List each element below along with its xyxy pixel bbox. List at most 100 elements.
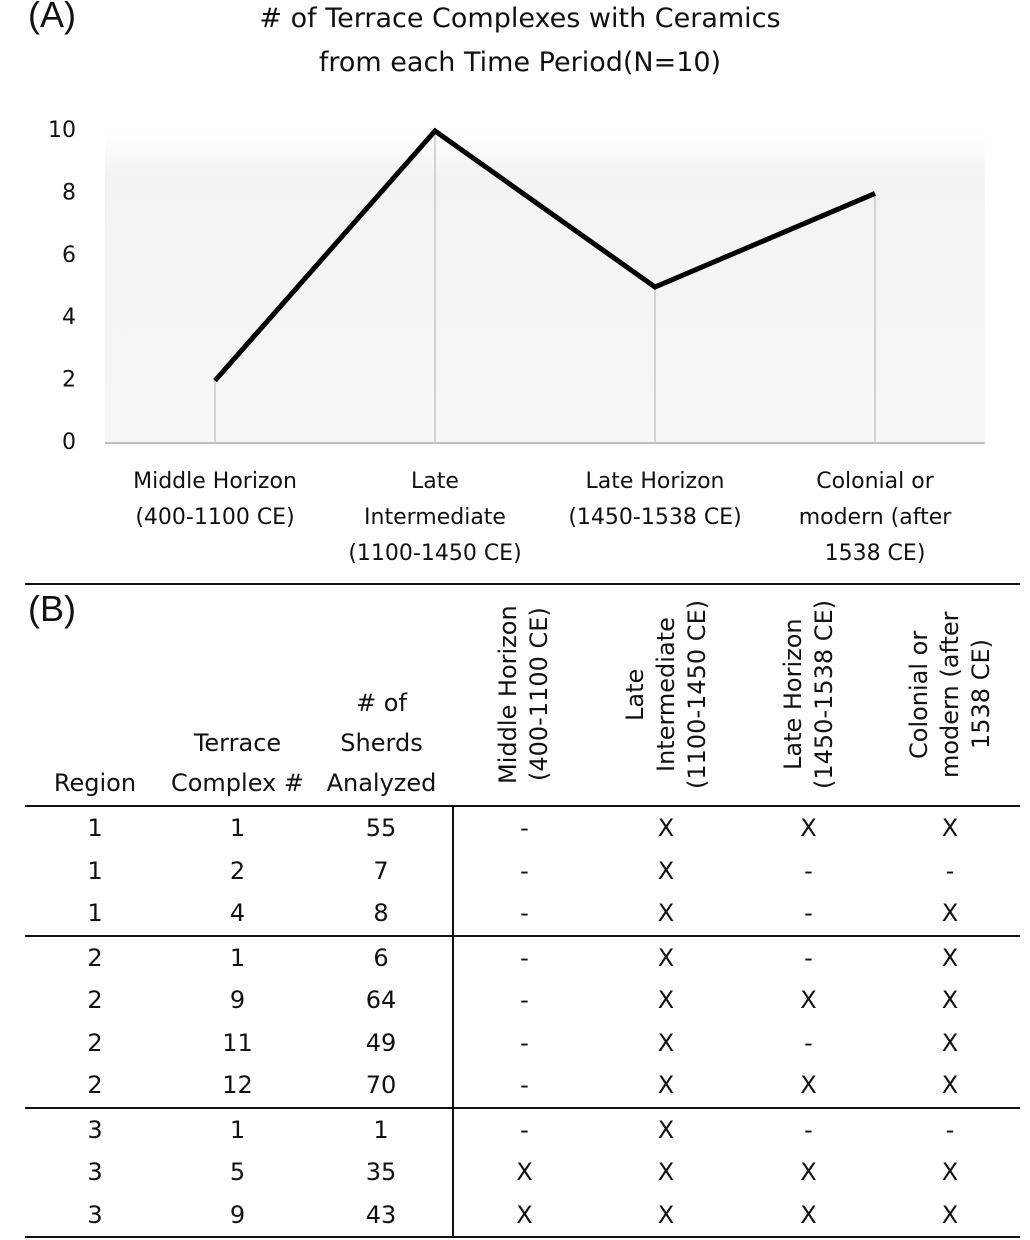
table-cell: 1 — [165, 934, 310, 979]
x-tick-label: Late Horizon (1450-1538 CE) — [568, 469, 741, 530]
table-cell: 64 — [310, 979, 454, 1022]
table-cell: 2 — [87, 1071, 103, 1100]
x-tick-label: Late Intermediate (1100-1450 CE) — [348, 469, 521, 566]
table-cell: X — [941, 1028, 959, 1057]
table-cell: 5 — [229, 1158, 246, 1187]
table-cell: - — [453, 1106, 595, 1151]
table-cell: - — [520, 856, 529, 885]
y-tick-label: 8 — [62, 180, 76, 205]
column-header: Late Horizon (1450-1538 CE) — [737, 583, 880, 807]
header-text: Terrace Complex # — [170, 729, 304, 797]
table-cell: 1 — [87, 899, 103, 928]
table-cell: 7 — [310, 849, 454, 892]
table-cell: X — [880, 1193, 1020, 1238]
table-cell: X — [880, 934, 1020, 979]
table-cell: X — [595, 1106, 737, 1151]
table-cell: 35 — [310, 1151, 454, 1194]
table-row: 1 4 8 - X - X — [25, 892, 1020, 936]
table-cell: X — [657, 1158, 675, 1187]
table-cell: 49 — [310, 1021, 454, 1064]
table-cell: 3 — [87, 1158, 103, 1187]
table-row: 1 2 7 - X - - — [25, 849, 1020, 892]
table-cell: 43 — [310, 1193, 454, 1238]
header-row: Region Terrace Complex # # of Sherds Analy… — [25, 583, 1020, 807]
table-cell: X — [516, 1158, 533, 1187]
table-cell: 3 — [25, 1193, 165, 1238]
column-header: Colonial or modern (after 1538 CE) — [880, 583, 1020, 807]
table-cell: 70 — [310, 1064, 454, 1108]
table-cell: X — [657, 856, 675, 885]
column-header: # of Sherds Analyzed — [310, 583, 453, 807]
table-cell: 1 — [229, 814, 246, 843]
table-cell: X — [657, 986, 675, 1015]
table-cell: - — [453, 934, 595, 979]
table-cell: X — [595, 934, 737, 979]
table-cell: 1 — [87, 856, 103, 885]
table-cell: X — [737, 1193, 880, 1238]
column-header: Region — [25, 583, 165, 807]
table-cell: 1 — [87, 814, 103, 843]
table-cell: - — [737, 934, 880, 979]
table-cell: 8 — [310, 892, 454, 936]
panel-label: (A) — [28, 0, 76, 35]
header-text: Region — [53, 769, 137, 797]
x-tick-label: Colonial or modern (after 1538 CE) — [799, 469, 953, 566]
table-cell: X — [941, 1158, 959, 1187]
header-text: Late Intermediate (1100-1450 CE) — [620, 599, 711, 790]
table-row: 3 9 43 X X X X — [25, 1193, 1020, 1238]
table-cell: - — [804, 1028, 813, 1057]
table-cell: X — [657, 1071, 675, 1100]
table-cell: 1 — [165, 1106, 310, 1151]
table-cell: - — [737, 1106, 880, 1151]
table-cell: 4 — [229, 899, 246, 928]
table-row: 2 11 49 - X - X — [25, 1021, 1020, 1064]
y-tick-label: 4 — [62, 305, 76, 330]
table-cell: 2 — [87, 986, 103, 1015]
table-cell: 11 — [222, 1028, 253, 1057]
data-line — [213, 127, 876, 383]
table-cell: 2 — [229, 856, 246, 885]
table-cell: - — [520, 814, 529, 843]
table-cell: X — [453, 1193, 595, 1238]
table-cell: - — [804, 899, 813, 928]
table-cell: - — [520, 986, 529, 1015]
table-cell: 1 — [310, 1106, 454, 1151]
table-cell: X — [657, 814, 675, 843]
table-cell: X — [657, 899, 675, 928]
table-row: 1 1 55 - X X X — [25, 806, 1020, 850]
table-cell: X — [800, 986, 817, 1015]
table-cell: 9 — [165, 1193, 310, 1238]
table-cell: - — [804, 856, 813, 885]
table-cell: 9 — [229, 986, 246, 1015]
chart: # of Terrace Complexes with Ceramics from… — [48, 3, 985, 566]
table-cell: X — [941, 814, 959, 843]
column-header: Late Intermediate (1100-1450 CE) — [595, 583, 737, 807]
table-cell: - — [520, 899, 529, 928]
table-cell: X — [941, 986, 959, 1015]
y-tick-label: 10 — [48, 118, 76, 143]
table-cell: - — [880, 1106, 1020, 1151]
table-cell: X — [800, 814, 817, 843]
table-cell: X — [657, 1028, 675, 1057]
table-cell: 2 — [87, 1028, 103, 1057]
header-text: # of Sherds Analyzed — [326, 689, 437, 797]
table-cell: - — [520, 1028, 529, 1057]
data-table: Region Terrace Complex # # of Sherds Analy… — [25, 583, 1020, 1238]
table-cell: - — [520, 1071, 529, 1100]
table-cell: - — [945, 856, 955, 885]
table-row: 2 12 70 - X X X — [25, 1064, 1020, 1108]
header-text: Late Horizon (1450-1538 CE) — [778, 599, 838, 790]
header-text: Middle Horizon (400-1100 CE) — [494, 605, 553, 784]
table-cell: X — [800, 1071, 817, 1100]
table-cell: 2 — [25, 934, 165, 979]
header-text: Colonial or modern (after 1538 CE) — [904, 611, 995, 778]
table-cell: 6 — [310, 934, 454, 979]
column-header: Middle Horizon (400-1100 CE) — [453, 583, 595, 807]
x-tick-label: Middle Horizon (400-1100 CE) — [133, 469, 297, 530]
table-cell: 12 — [222, 1071, 253, 1100]
table-row: 3 5 35 X X X X — [25, 1151, 1020, 1194]
y-tick-label: 0 — [62, 430, 76, 455]
